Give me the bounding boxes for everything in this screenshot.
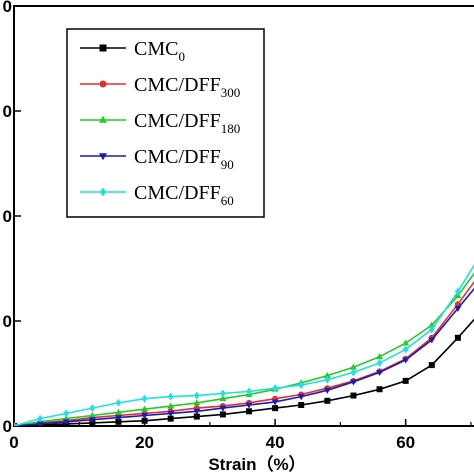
legend: CMC0 CMC/DFF300 CMC/DFF180 CMC/DFF90 CMC/DFF… bbox=[66, 28, 265, 218]
legend-marker bbox=[98, 153, 108, 161]
data-point bbox=[62, 419, 70, 426]
data-point bbox=[376, 386, 383, 393]
data-point bbox=[428, 325, 435, 334]
data-point bbox=[141, 417, 148, 424]
data-point bbox=[246, 387, 252, 396]
data-point bbox=[349, 379, 357, 386]
x-axis-title: Strain（%） bbox=[208, 454, 305, 474]
data-point bbox=[271, 399, 279, 406]
data-point bbox=[428, 337, 436, 344]
data-point bbox=[324, 397, 331, 404]
data-point bbox=[272, 405, 279, 412]
data-point bbox=[14, 422, 17, 426]
data-point bbox=[454, 334, 461, 341]
legend-label: CMC/DFF180 bbox=[134, 110, 240, 136]
data-point bbox=[272, 384, 279, 393]
data-point bbox=[63, 409, 70, 418]
x-tick-label: 40 bbox=[266, 433, 285, 452]
data-point bbox=[428, 362, 435, 369]
data-point bbox=[454, 287, 461, 296]
legend-marker bbox=[99, 44, 107, 52]
legend-box bbox=[66, 28, 265, 218]
data-point bbox=[115, 418, 122, 425]
x-tick-label: 0 bbox=[9, 433, 18, 452]
data-point bbox=[350, 368, 357, 377]
data-point bbox=[167, 392, 174, 401]
data-point bbox=[36, 421, 44, 426]
data-point bbox=[37, 414, 44, 423]
data-point bbox=[219, 411, 226, 418]
legend-label: CMC/DFF60 bbox=[134, 182, 234, 208]
y-tick-label: 0 bbox=[3, 102, 12, 121]
data-point bbox=[193, 408, 201, 415]
data-point bbox=[115, 399, 122, 407]
legend-marker bbox=[98, 115, 108, 123]
data-point bbox=[376, 370, 384, 377]
data-point bbox=[167, 415, 174, 422]
data-point bbox=[114, 415, 122, 422]
y-tick-label: 0 bbox=[3, 417, 12, 436]
data-point bbox=[88, 417, 96, 424]
y-tick-label: 0 bbox=[3, 0, 12, 16]
data-point bbox=[89, 404, 96, 413]
data-point bbox=[454, 306, 462, 312]
data-point bbox=[376, 359, 383, 367]
data-point bbox=[298, 381, 305, 389]
data-point bbox=[245, 402, 253, 409]
series-layer bbox=[14, 264, 474, 426]
data-point bbox=[298, 402, 305, 408]
data-point bbox=[324, 375, 331, 384]
data-point bbox=[402, 357, 410, 364]
legend-marker bbox=[99, 80, 107, 88]
data-point bbox=[219, 389, 226, 398]
data-point bbox=[167, 402, 175, 409]
legend-marker bbox=[99, 187, 107, 197]
data-point bbox=[219, 405, 227, 412]
data-point bbox=[193, 391, 200, 400]
data-point bbox=[141, 405, 149, 412]
series-line bbox=[14, 318, 474, 426]
legend-label: CMC0 bbox=[134, 38, 185, 64]
data-point bbox=[193, 399, 201, 406]
data-point bbox=[350, 392, 357, 399]
data-point bbox=[167, 411, 175, 417]
data-point bbox=[323, 387, 331, 394]
data-point bbox=[141, 394, 148, 403]
y-tick-label: 0 bbox=[3, 207, 12, 226]
data-point bbox=[402, 339, 410, 346]
data-point bbox=[246, 408, 252, 415]
data-point bbox=[193, 413, 200, 420]
legend-label: CMC/DFF90 bbox=[134, 146, 234, 172]
series-line bbox=[14, 264, 474, 426]
data-point bbox=[402, 345, 409, 354]
data-point bbox=[88, 411, 96, 418]
y-tick-label: 0 bbox=[3, 312, 12, 331]
data-point bbox=[402, 377, 409, 384]
data-point bbox=[376, 353, 384, 360]
legend-label: CMC/DFF300 bbox=[134, 74, 240, 100]
data-point bbox=[114, 408, 122, 415]
data-point bbox=[349, 363, 357, 370]
data-point bbox=[219, 395, 227, 402]
data-point bbox=[141, 413, 149, 420]
x-tick-label: 60 bbox=[396, 433, 415, 452]
x-tick-label: 20 bbox=[135, 433, 154, 452]
data-point bbox=[297, 394, 305, 401]
data-point bbox=[323, 372, 331, 378]
